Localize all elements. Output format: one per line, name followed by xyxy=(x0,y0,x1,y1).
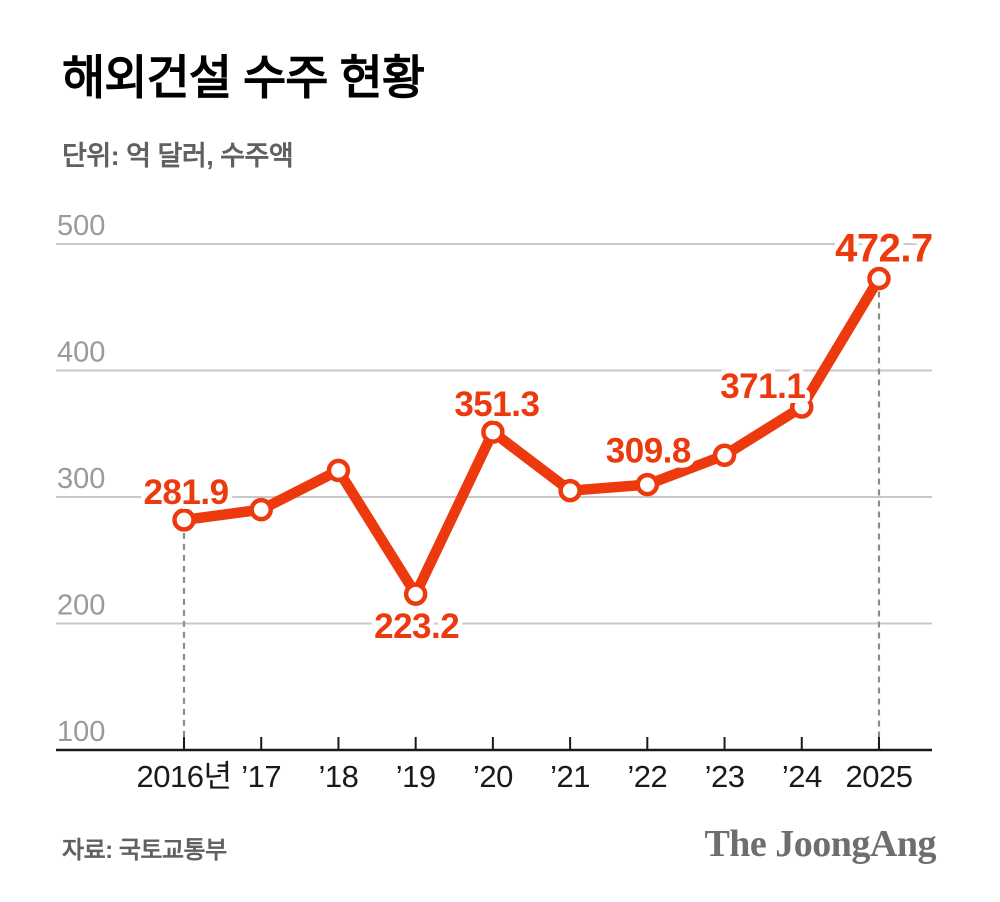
x-tick-label: ’19 xyxy=(396,759,436,794)
y-tick-label: 500 xyxy=(57,210,105,242)
data-point-label: 351.3 xyxy=(454,385,539,424)
x-tick-label: 2016년 xyxy=(137,759,232,794)
data-point-marker xyxy=(326,458,351,483)
x-tick-label: 2025 xyxy=(845,759,912,794)
data-line xyxy=(178,273,885,600)
data-point-label: 223.2 xyxy=(374,607,459,646)
x-tick-label: ’23 xyxy=(705,759,745,794)
data-point-marker xyxy=(172,508,196,532)
data-point-marker xyxy=(867,266,891,291)
chart-unit-note: 단위: 억 달러, 수주액 xyxy=(62,141,294,171)
data-point-marker xyxy=(635,472,660,497)
data-point-marker xyxy=(403,582,428,606)
data-point-marker xyxy=(790,395,814,419)
source-note: 자료: 국토교통부 xyxy=(62,837,227,864)
x-tick-label: ’17 xyxy=(241,759,281,794)
data-point-label: 281.9 xyxy=(143,473,228,512)
data-point-label: 472.7 xyxy=(835,227,933,271)
x-tick-label: ’24 xyxy=(782,759,822,794)
data-point-marker xyxy=(249,497,273,522)
data-point-marker xyxy=(712,443,737,468)
x-tick-label: ’20 xyxy=(473,759,513,794)
data-point-label: 371.1 xyxy=(720,367,805,406)
x-tick-label: ’18 xyxy=(319,759,359,794)
brand-logo: The JoongAng xyxy=(704,823,936,865)
x-tick-label: ’21 xyxy=(550,759,590,794)
y-tick-label: 400 xyxy=(57,337,105,369)
y-tick-label: 100 xyxy=(57,716,105,748)
y-tick-label: 300 xyxy=(57,463,105,495)
data-point-marker xyxy=(558,478,582,503)
data-point-label: 309.8 xyxy=(606,432,691,471)
x-tick-label: ’22 xyxy=(627,759,667,794)
page-title: 해외건설 수주 현황 xyxy=(62,51,425,104)
data-point-marker xyxy=(481,420,505,444)
y-tick-label: 200 xyxy=(57,590,105,622)
